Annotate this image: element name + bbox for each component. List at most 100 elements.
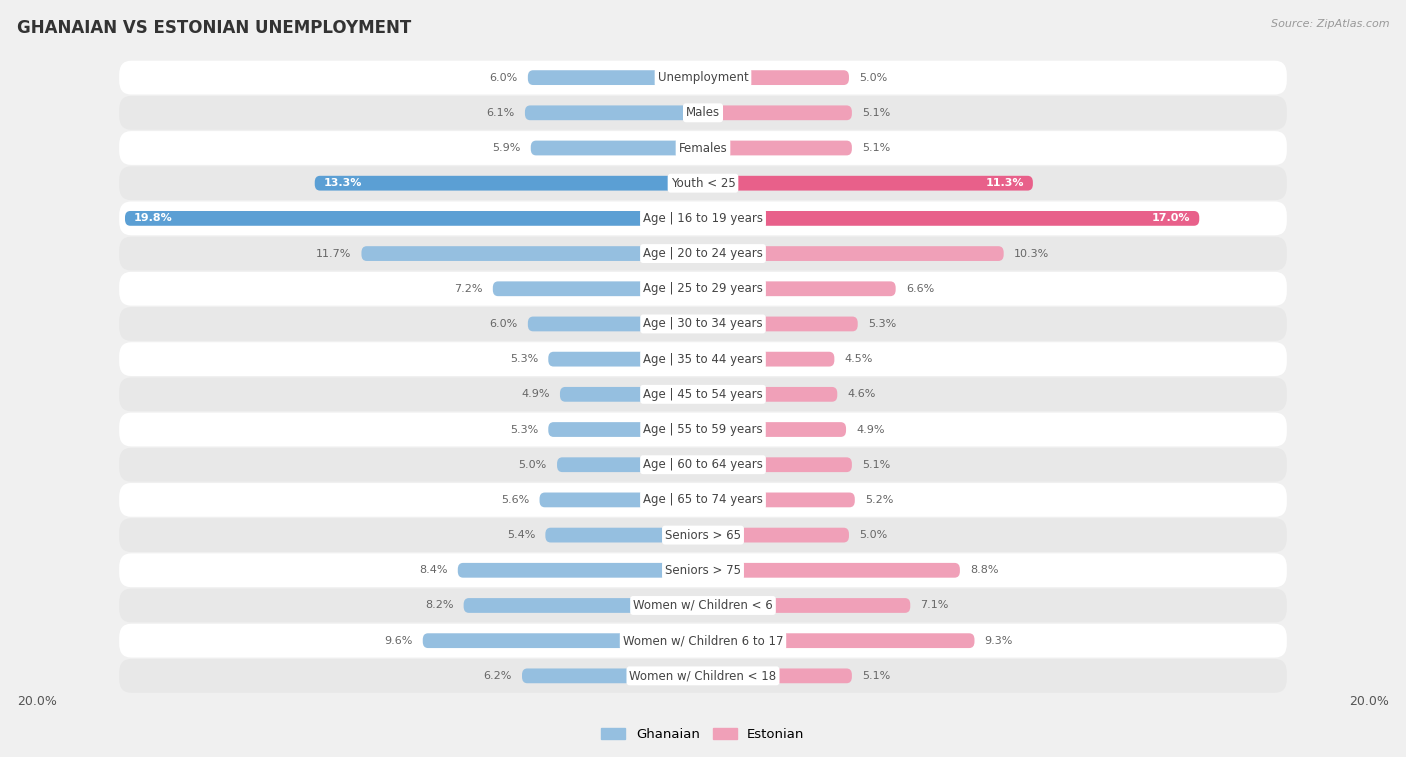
FancyBboxPatch shape (464, 598, 703, 613)
Text: 5.1%: 5.1% (862, 143, 890, 153)
FancyBboxPatch shape (703, 668, 852, 684)
Text: 7.1%: 7.1% (921, 600, 949, 610)
Text: GHANAIAN VS ESTONIAN UNEMPLOYMENT: GHANAIAN VS ESTONIAN UNEMPLOYMENT (17, 19, 411, 37)
FancyBboxPatch shape (703, 211, 1199, 226)
Text: 17.0%: 17.0% (1152, 213, 1191, 223)
FancyBboxPatch shape (560, 387, 703, 402)
FancyBboxPatch shape (527, 316, 703, 332)
Text: 6.6%: 6.6% (905, 284, 934, 294)
FancyBboxPatch shape (125, 211, 703, 226)
Text: 11.3%: 11.3% (986, 178, 1024, 188)
FancyBboxPatch shape (546, 528, 703, 543)
Text: Seniors > 75: Seniors > 75 (665, 564, 741, 577)
Text: 7.2%: 7.2% (454, 284, 482, 294)
FancyBboxPatch shape (527, 70, 703, 85)
FancyBboxPatch shape (548, 422, 703, 437)
Text: Source: ZipAtlas.com: Source: ZipAtlas.com (1271, 19, 1389, 29)
Text: Youth < 25: Youth < 25 (671, 176, 735, 190)
FancyBboxPatch shape (703, 282, 896, 296)
Text: Women w/ Children < 6: Women w/ Children < 6 (633, 599, 773, 612)
FancyBboxPatch shape (703, 422, 846, 437)
Text: 5.3%: 5.3% (868, 319, 896, 329)
FancyBboxPatch shape (703, 598, 910, 613)
FancyBboxPatch shape (703, 176, 1033, 191)
Text: Age | 30 to 34 years: Age | 30 to 34 years (643, 317, 763, 331)
Text: 6.2%: 6.2% (484, 671, 512, 681)
FancyBboxPatch shape (120, 553, 1286, 587)
Text: 20.0%: 20.0% (1350, 695, 1389, 708)
Text: 5.3%: 5.3% (510, 354, 538, 364)
FancyBboxPatch shape (557, 457, 703, 472)
FancyBboxPatch shape (540, 493, 703, 507)
FancyBboxPatch shape (703, 105, 852, 120)
FancyBboxPatch shape (423, 634, 703, 648)
FancyBboxPatch shape (315, 176, 703, 191)
Text: 4.9%: 4.9% (856, 425, 884, 435)
FancyBboxPatch shape (703, 457, 852, 472)
Text: 8.8%: 8.8% (970, 565, 998, 575)
Text: 5.0%: 5.0% (859, 73, 887, 83)
Text: Age | 45 to 54 years: Age | 45 to 54 years (643, 388, 763, 401)
Text: Age | 55 to 59 years: Age | 55 to 59 years (643, 423, 763, 436)
FancyBboxPatch shape (524, 105, 703, 120)
Text: 9.6%: 9.6% (384, 636, 412, 646)
Text: 5.0%: 5.0% (859, 530, 887, 540)
Text: 4.5%: 4.5% (845, 354, 873, 364)
Text: Unemployment: Unemployment (658, 71, 748, 84)
Text: 6.0%: 6.0% (489, 73, 517, 83)
Text: Women w/ Children 6 to 17: Women w/ Children 6 to 17 (623, 634, 783, 647)
FancyBboxPatch shape (703, 634, 974, 648)
FancyBboxPatch shape (703, 493, 855, 507)
Text: 5.1%: 5.1% (862, 459, 890, 469)
FancyBboxPatch shape (703, 528, 849, 543)
Text: 5.2%: 5.2% (865, 495, 893, 505)
FancyBboxPatch shape (120, 96, 1286, 129)
FancyBboxPatch shape (531, 141, 703, 155)
FancyBboxPatch shape (120, 167, 1286, 200)
Text: 5.6%: 5.6% (501, 495, 529, 505)
FancyBboxPatch shape (120, 131, 1286, 165)
FancyBboxPatch shape (120, 378, 1286, 411)
Text: 9.3%: 9.3% (984, 636, 1014, 646)
Text: Males: Males (686, 106, 720, 120)
FancyBboxPatch shape (548, 352, 703, 366)
Text: 5.9%: 5.9% (492, 143, 520, 153)
FancyBboxPatch shape (703, 141, 852, 155)
FancyBboxPatch shape (120, 589, 1286, 622)
FancyBboxPatch shape (120, 307, 1286, 341)
FancyBboxPatch shape (120, 237, 1286, 270)
FancyBboxPatch shape (703, 563, 960, 578)
Text: 8.4%: 8.4% (419, 565, 447, 575)
FancyBboxPatch shape (120, 659, 1286, 693)
Text: 5.3%: 5.3% (510, 425, 538, 435)
Text: Age | 35 to 44 years: Age | 35 to 44 years (643, 353, 763, 366)
FancyBboxPatch shape (703, 316, 858, 332)
FancyBboxPatch shape (120, 624, 1286, 658)
Text: 10.3%: 10.3% (1014, 248, 1049, 259)
Text: Women w/ Children < 18: Women w/ Children < 18 (630, 669, 776, 682)
Text: Age | 60 to 64 years: Age | 60 to 64 years (643, 458, 763, 471)
Text: Age | 20 to 24 years: Age | 20 to 24 years (643, 247, 763, 260)
FancyBboxPatch shape (120, 272, 1286, 306)
FancyBboxPatch shape (522, 668, 703, 684)
Text: 5.0%: 5.0% (519, 459, 547, 469)
Text: 5.1%: 5.1% (862, 107, 890, 118)
Text: 4.9%: 4.9% (522, 389, 550, 400)
FancyBboxPatch shape (120, 448, 1286, 481)
Text: 8.2%: 8.2% (425, 600, 453, 610)
FancyBboxPatch shape (703, 70, 849, 85)
FancyBboxPatch shape (120, 342, 1286, 376)
FancyBboxPatch shape (120, 483, 1286, 517)
Text: 13.3%: 13.3% (323, 178, 361, 188)
FancyBboxPatch shape (361, 246, 703, 261)
Text: Age | 65 to 74 years: Age | 65 to 74 years (643, 494, 763, 506)
Text: 11.7%: 11.7% (316, 248, 352, 259)
FancyBboxPatch shape (120, 519, 1286, 552)
FancyBboxPatch shape (494, 282, 703, 296)
Text: Age | 25 to 29 years: Age | 25 to 29 years (643, 282, 763, 295)
Text: Seniors > 65: Seniors > 65 (665, 528, 741, 541)
Text: 6.0%: 6.0% (489, 319, 517, 329)
Text: 5.1%: 5.1% (862, 671, 890, 681)
FancyBboxPatch shape (703, 246, 1004, 261)
Text: Females: Females (679, 142, 727, 154)
